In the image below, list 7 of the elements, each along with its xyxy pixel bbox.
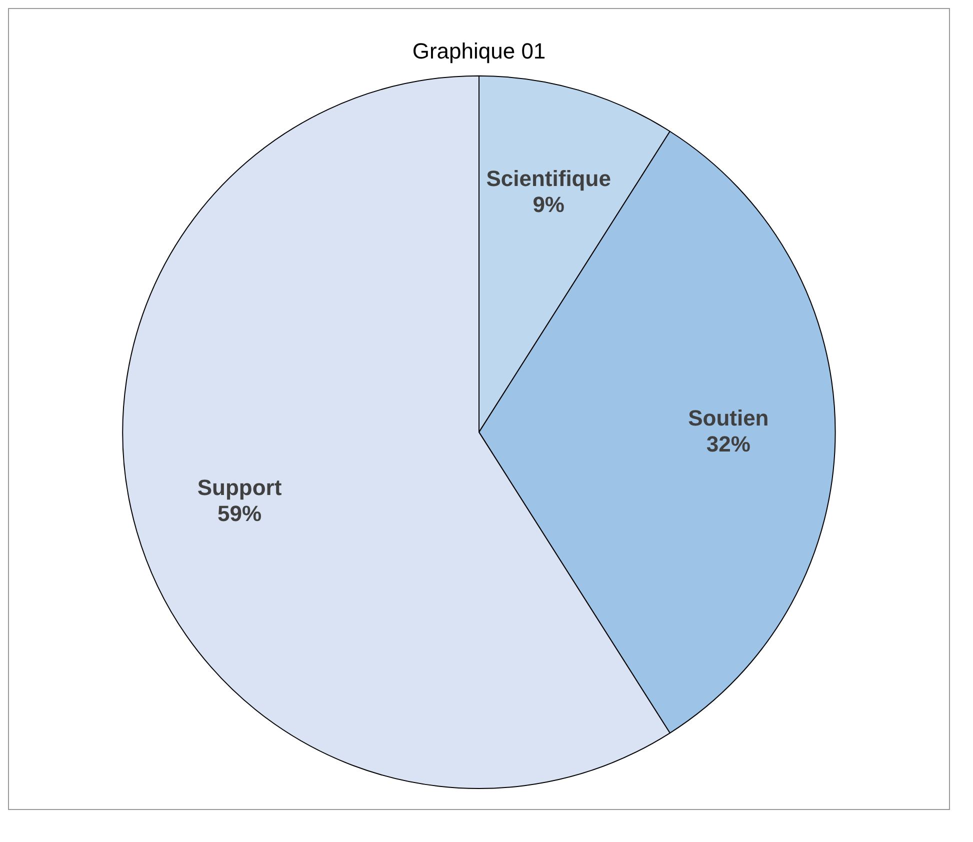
data-label: 59% [217,500,262,526]
data-label: 9% [532,192,564,217]
slice-label: Support [197,474,282,500]
chart-title: Graphique 01 [412,38,546,64]
slice-label: Scientifique [486,166,611,191]
data-label: 32% [706,431,750,456]
slice-label: Soutien [688,405,769,430]
